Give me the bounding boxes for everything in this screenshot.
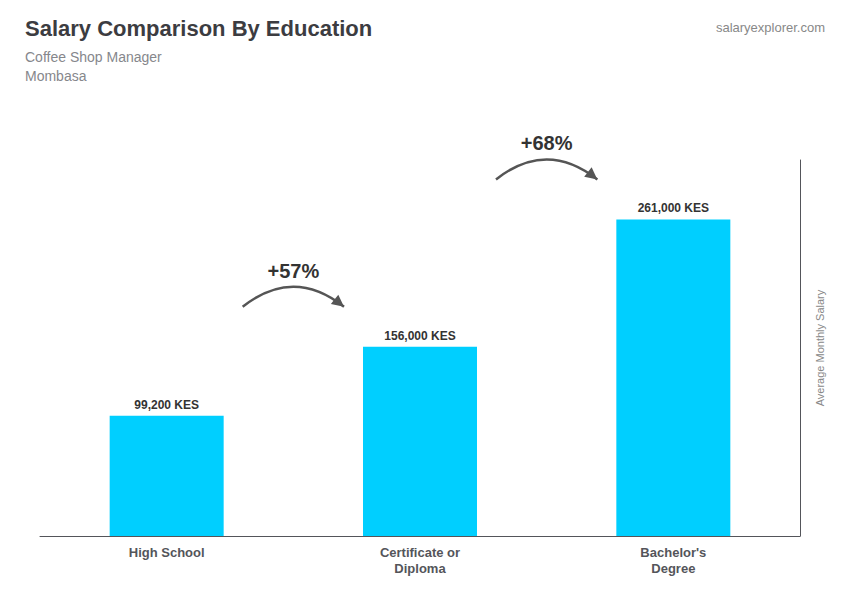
svg-text:Diploma: Diploma — [394, 561, 446, 576]
svg-text:High School: High School — [129, 545, 205, 560]
svg-text:Degree: Degree — [651, 561, 695, 576]
svg-text:99,200 KES: 99,200 KES — [134, 398, 199, 412]
svg-text:Mombasa: Mombasa — [25, 68, 87, 84]
svg-text:Certificate or: Certificate or — [380, 545, 460, 560]
svg-text:+57%: +57% — [267, 260, 319, 282]
svg-text:salaryexplorer.com: salaryexplorer.com — [716, 20, 825, 35]
svg-text:156,000 KES: 156,000 KES — [384, 329, 455, 343]
svg-text:Average Monthly Salary: Average Monthly Salary — [814, 289, 826, 406]
svg-text:Coffee Shop Manager: Coffee Shop Manager — [25, 49, 162, 65]
svg-text:Bachelor's: Bachelor's — [640, 545, 706, 560]
svg-text:+68%: +68% — [521, 132, 573, 154]
svg-text:Salary Comparison By Education: Salary Comparison By Education — [25, 16, 372, 41]
svg-text:261,000 KES: 261,000 KES — [638, 201, 709, 215]
